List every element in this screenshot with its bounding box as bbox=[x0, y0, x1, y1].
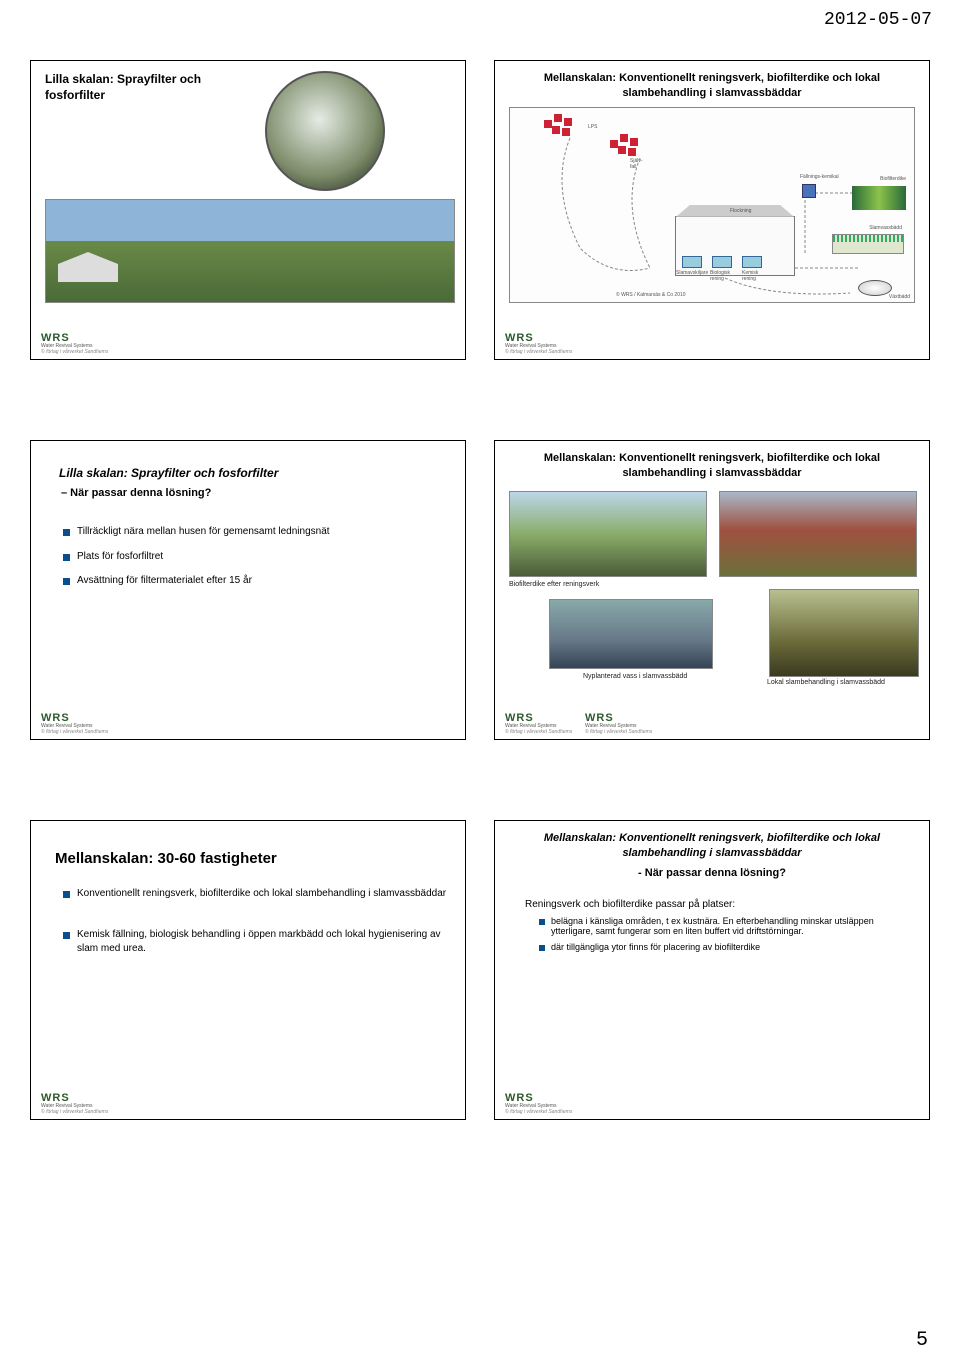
slide6-title: Mellanskalan: Konventionellt reningsverk… bbox=[509, 831, 915, 861]
wrs-tag2: © förlag i vårverket Sandhems bbox=[41, 350, 108, 356]
page-number: 5 bbox=[916, 1329, 928, 1352]
slide-1: Lilla skalan: Sprayfilter och fosforfilt… bbox=[30, 60, 466, 360]
lbl-slamvassbadd: Slamvassbädd bbox=[869, 225, 902, 231]
wrs-tag2: © förlag i vårverket Sandhems bbox=[505, 730, 572, 736]
bullet-item: Plats för fosforfiltret bbox=[63, 550, 451, 565]
slide1-photo-circle bbox=[265, 71, 385, 191]
wrs-tag2: © förlag i vårverket Sandhems bbox=[41, 730, 108, 736]
footer-logo-2: WRS Water Revival Systems © förlag i vår… bbox=[505, 712, 572, 735]
slamvassbadd-graphic bbox=[832, 234, 904, 254]
slide4-photo-4 bbox=[769, 589, 919, 677]
slide5-title: Mellanskalan: 30-60 fastigheter bbox=[55, 849, 451, 869]
footer-logo: WRS Water Revival Systems © förlag i vår… bbox=[585, 712, 652, 735]
slide-4: Mellanskalan: Konventionellt reningsverk… bbox=[494, 440, 930, 740]
slide1-title: Lilla skalan: Sprayfilter och fosforfilt… bbox=[45, 71, 245, 103]
bullet-item: där tillgängliga ytor finns för placerin… bbox=[539, 942, 915, 952]
bullet-item: belägna i känsliga områden, t ex kustnär… bbox=[539, 916, 915, 936]
slide-5: Mellanskalan: 30-60 fastigheter Konventi… bbox=[30, 820, 466, 1120]
bullet-item: Tillräckligt nära mellan husen för gemen… bbox=[63, 525, 451, 540]
bullet-item: Konventionellt reningsverk, biofilterdik… bbox=[63, 887, 451, 902]
slide6-intro: Reningsverk och biofilterdike passar på … bbox=[525, 899, 915, 910]
lbl-slamavskiljare: Slamavskiljare bbox=[676, 270, 708, 276]
slide3-bullets: Tillräckligt nära mellan husen för gemen… bbox=[45, 525, 451, 589]
slide4-image-grid: Biofilterdike efter reningsverk Nyplante… bbox=[509, 487, 915, 687]
lbl-fallning: Fällnings-kemikal bbox=[800, 174, 839, 180]
wrs-tag2: © förlag i vårverket Sandhems bbox=[41, 1110, 108, 1116]
slide-3: Lilla skalan: Sprayfilter och fosforfilt… bbox=[30, 440, 466, 740]
lbl-biofilterdike: Biofilterdike bbox=[880, 176, 906, 182]
vaxtbadd-graphic bbox=[858, 280, 892, 296]
slide4-photo-1 bbox=[509, 491, 707, 577]
slide2-diagram: LPS Själv- fall Fällnings-kemikal Flockn… bbox=[509, 107, 915, 303]
tank-bio bbox=[712, 256, 732, 268]
tank-kem bbox=[742, 256, 762, 268]
slide4-photo-3 bbox=[549, 599, 713, 669]
slide3-question: – När passar denna lösning? bbox=[61, 487, 451, 499]
biofilterdike-graphic bbox=[852, 186, 906, 210]
slide3-title: Lilla skalan: Sprayfilter och fosforfilt… bbox=[59, 465, 451, 481]
wrs-tag2: © förlag i vårverket Sandhems bbox=[505, 350, 572, 356]
footer-logo: WRS Water Revival Systems © förlag i vår… bbox=[505, 332, 572, 355]
lbl-flockning: Flockning bbox=[730, 208, 751, 214]
slide1-illustration bbox=[45, 199, 455, 303]
footer-logo: WRS Water Revival Systems © förlag i vår… bbox=[41, 332, 108, 355]
bullet-item: Kemisk fällning, biologisk behandling i … bbox=[63, 928, 451, 957]
page-date: 2012-05-07 bbox=[824, 10, 932, 30]
slide4-photo-2 bbox=[719, 491, 917, 577]
lbl-vaxtbadd: Växtbädd bbox=[889, 294, 910, 300]
footer-logo: WRS Water Revival Systems © förlag i vår… bbox=[41, 1092, 108, 1115]
lbl-kemisk: Kemisk rening bbox=[742, 270, 758, 282]
tank-slamavskiljare bbox=[682, 256, 702, 268]
slide-6: Mellanskalan: Konventionellt reningsverk… bbox=[494, 820, 930, 1120]
slide6-sub: - När passar denna lösning? bbox=[509, 867, 915, 879]
lbl-copyright: © WRS / Kalmarsäs & Co 2010 bbox=[616, 292, 686, 298]
lbl-bio: Biologisk rening bbox=[710, 270, 730, 282]
footer-logo: WRS Water Revival Systems © förlag i vår… bbox=[505, 1092, 572, 1115]
slide-2: Mellanskalan: Konventionellt reningsverk… bbox=[494, 60, 930, 360]
tank-icon bbox=[802, 184, 816, 198]
slide4-caption-3: Lokal slambehandling i slamvassbädd bbox=[767, 679, 885, 686]
slide4-caption-2: Nyplanterad vass i slamvassbädd bbox=[583, 673, 687, 680]
slide2-title: Mellanskalan: Konventionellt reningsverk… bbox=[509, 71, 915, 101]
wrs-tag2: © förlag i vårverket Sandhems bbox=[505, 1110, 572, 1116]
slide-grid: Lilla skalan: Sprayfilter och fosforfilt… bbox=[30, 60, 930, 1120]
slide6-bullets: belägna i känsliga områden, t ex kustnär… bbox=[509, 916, 915, 952]
slide5-bullets: Konventionellt reningsverk, biofilterdik… bbox=[45, 887, 451, 957]
slide4-title: Mellanskalan: Konventionellt reningsverk… bbox=[509, 451, 915, 481]
slide4-caption-1: Biofilterdike efter reningsverk bbox=[509, 581, 599, 588]
wrs-tag2: © förlag i vårverket Sandhems bbox=[585, 730, 652, 736]
footer-logo: WRS Water Revival Systems © förlag i vår… bbox=[41, 712, 108, 735]
bullet-item: Avsättning för filtermaterialet efter 15… bbox=[63, 574, 451, 589]
